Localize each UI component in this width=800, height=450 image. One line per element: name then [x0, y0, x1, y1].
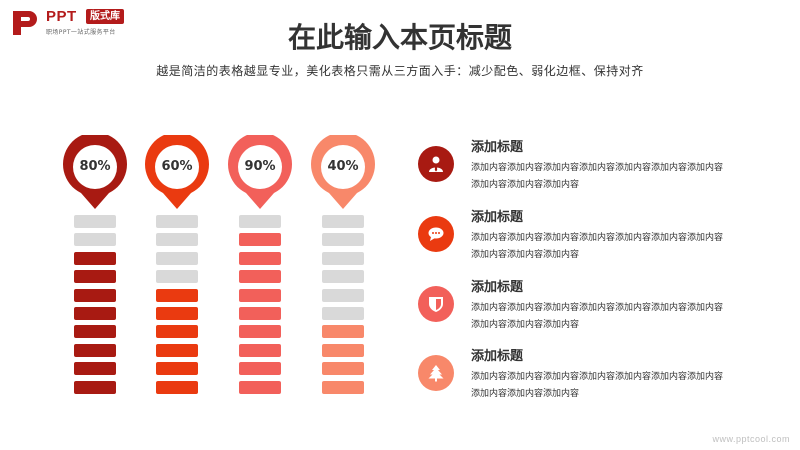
progress-segment	[156, 215, 198, 228]
progress-segment	[74, 215, 116, 228]
percent-column: 90%	[228, 135, 292, 400]
logo-badge: 版式库	[86, 9, 124, 24]
item-body: 添加内容添加内容添加内容添加内容添加内容添加内容添加内容添加内容添加内容添加内容	[471, 372, 724, 399]
bar-stack	[322, 215, 364, 399]
progress-segment	[239, 288, 281, 302]
progress-segment	[239, 233, 281, 247]
percent-label: 90%	[244, 159, 276, 174]
progress-segment	[156, 306, 198, 320]
progress-segment	[74, 325, 116, 339]
item-body: 添加内容添加内容添加内容添加内容添加内容添加内容添加内容添加内容添加内容添加内容	[471, 163, 724, 190]
item-icon-circle	[418, 146, 454, 182]
item-body: 添加内容添加内容添加内容添加内容添加内容添加内容添加内容添加内容添加内容添加内容	[471, 303, 724, 330]
percent-column: 60%	[145, 135, 209, 400]
progress-segment	[239, 215, 281, 228]
progress-segment	[156, 362, 198, 376]
list-item: 添加标题 添加内容添加内容添加内容添加内容添加内容添加内容添加内容添加内容添加内…	[418, 276, 738, 338]
progress-segment	[239, 251, 281, 265]
logo-tagline: 职场PPT一站式服务平台	[46, 29, 116, 36]
map-pin-icon	[311, 135, 375, 209]
progress-segment	[239, 362, 281, 376]
progress-segment	[156, 251, 198, 265]
item-icon-circle	[418, 355, 454, 391]
percent-label: 80%	[79, 159, 111, 174]
progress-segment	[156, 288, 198, 302]
bar-stack	[156, 215, 198, 399]
item-title: 添加标题	[471, 349, 524, 364]
logo-name: PPT	[46, 8, 77, 25]
progress-segment	[156, 343, 198, 357]
page-title: 在此输入本页标题	[287, 21, 512, 54]
map-pin-icon	[228, 135, 292, 209]
progress-segment	[322, 306, 364, 320]
list-item: 添加标题 添加内容添加内容添加内容添加内容添加内容添加内容添加内容添加内容添加内…	[418, 136, 738, 198]
percent-column: 40%	[311, 135, 375, 400]
progress-segment	[322, 270, 364, 284]
percent-label: 40%	[327, 159, 359, 174]
logo-mark-icon	[13, 11, 37, 35]
logo: PPT 版式库 职场PPT一站式服务平台	[10, 6, 160, 40]
progress-segment	[74, 251, 116, 265]
progress-segment	[322, 343, 364, 357]
progress-segment	[239, 325, 281, 339]
progress-segment	[239, 306, 281, 320]
item-title: 添加标题	[471, 140, 524, 155]
progress-segment	[156, 233, 198, 247]
progress-segment	[74, 233, 116, 247]
percent-label: 60%	[161, 159, 193, 174]
user-icon	[429, 156, 443, 172]
progress-segment	[239, 343, 281, 357]
progress-segment	[74, 362, 116, 376]
progress-segment	[74, 306, 116, 320]
progress-segment	[156, 325, 198, 339]
progress-segment	[74, 380, 116, 394]
watermark: www.pptcool.com	[712, 434, 790, 444]
progress-segment	[74, 288, 116, 302]
item-icon-circle	[418, 286, 454, 322]
bar-stack	[239, 215, 281, 399]
progress-segment	[74, 270, 116, 284]
progress-segment	[322, 380, 364, 394]
progress-segment	[156, 270, 198, 284]
list-item: 添加标题 添加内容添加内容添加内容添加内容添加内容添加内容添加内容添加内容添加内…	[418, 206, 738, 268]
progress-segment	[74, 343, 116, 357]
progress-segment	[322, 325, 364, 339]
tree-icon	[428, 365, 444, 382]
chat-icon	[428, 227, 444, 241]
map-pin-icon	[145, 135, 209, 209]
progress-segment	[322, 233, 364, 247]
progress-segment	[322, 362, 364, 376]
percent-column: 80%	[63, 135, 127, 400]
bar-stack	[74, 215, 116, 399]
item-title: 添加标题	[471, 210, 524, 225]
progress-segment	[156, 380, 198, 394]
progress-segment	[322, 288, 364, 302]
item-title: 添加标题	[471, 280, 524, 295]
map-pin-icon	[63, 135, 127, 209]
progress-segment	[322, 215, 364, 228]
progress-segment	[322, 251, 364, 265]
progress-segment	[239, 270, 281, 284]
list-item: 添加标题 添加内容添加内容添加内容添加内容添加内容添加内容添加内容添加内容添加内…	[418, 345, 738, 407]
progress-segment	[239, 380, 281, 394]
shield-icon	[429, 297, 443, 312]
page-subtitle: 越是简洁的表格越显专业，美化表格只需从三方面入手：减少配色、弱化边框、保持对齐	[156, 64, 644, 78]
item-body: 添加内容添加内容添加内容添加内容添加内容添加内容添加内容添加内容添加内容添加内容	[471, 233, 724, 260]
item-icon-circle	[418, 216, 454, 252]
